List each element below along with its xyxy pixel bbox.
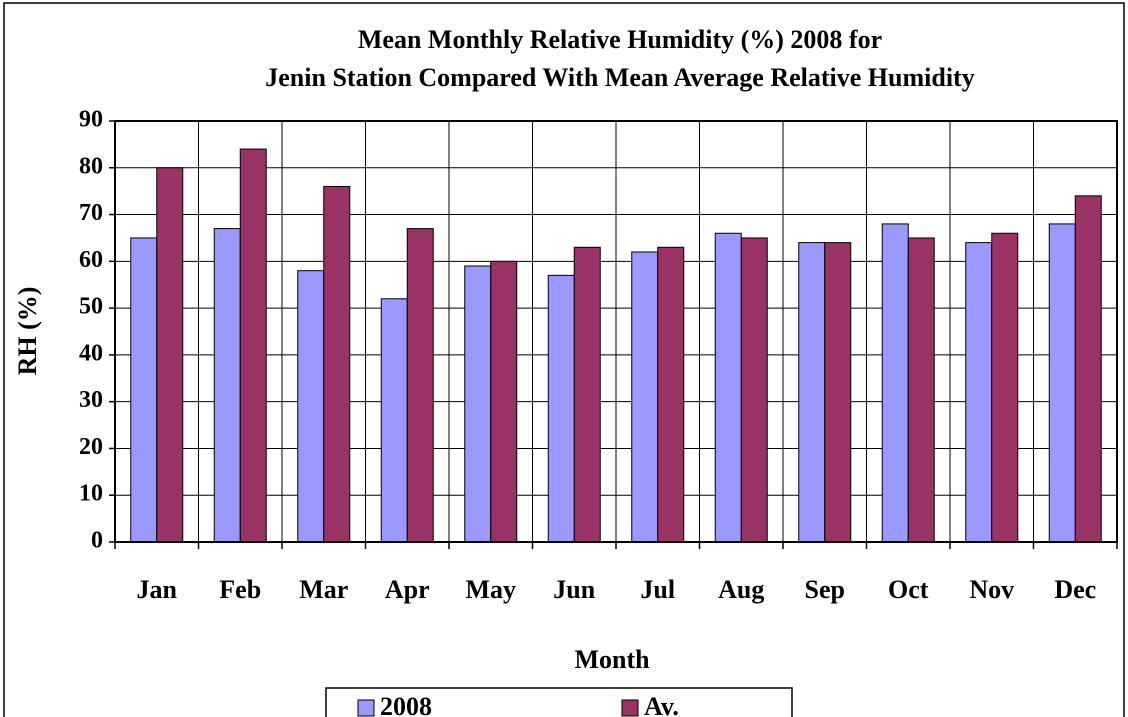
x-tick-label: Jun <box>553 575 595 604</box>
bar <box>657 246 685 543</box>
x-tick-label: Feb <box>219 575 261 604</box>
x-tick-label: Dec <box>1054 575 1096 604</box>
bar <box>130 237 158 543</box>
x-tick-label: May <box>465 575 516 604</box>
bar <box>798 242 826 543</box>
y-tick-label: 20 <box>79 434 103 460</box>
bar <box>380 298 408 543</box>
y-tick-label: 0 <box>91 528 103 554</box>
x-tick-label: Mar <box>299 575 348 604</box>
x-tick-label: Nov <box>969 575 1014 604</box>
bar <box>714 232 742 543</box>
bar <box>740 237 768 543</box>
bar <box>573 246 601 543</box>
bar <box>213 228 241 543</box>
x-tick-label: Apr <box>385 575 430 604</box>
y-axis-label: RH (%) <box>13 287 42 376</box>
chart-title: Mean Monthly Relative Humidity (%) 2008 … <box>358 25 882 54</box>
legend-swatch <box>357 699 375 717</box>
bar <box>490 260 518 543</box>
x-tick-label: Aug <box>718 575 764 604</box>
bar <box>907 237 935 543</box>
x-tick-label: Sep <box>805 575 845 604</box>
bar <box>991 232 1019 543</box>
bar <box>239 148 267 543</box>
y-tick-label: 30 <box>79 387 103 413</box>
x-axis-label: Month <box>574 645 650 674</box>
legend-label: 2008 <box>380 692 432 717</box>
bar <box>156 167 184 543</box>
bar <box>406 228 434 543</box>
y-tick-label: 60 <box>79 247 103 273</box>
chart-title: Jenin Station Compared With Mean Average… <box>265 63 974 92</box>
legend-swatch <box>621 699 639 717</box>
bar <box>1074 195 1102 543</box>
bar <box>464 265 492 543</box>
x-tick-label: Jul <box>640 575 675 604</box>
x-tick-label: Oct <box>888 575 929 604</box>
y-tick-label: 10 <box>79 481 103 507</box>
y-tick-label: 70 <box>79 200 103 226</box>
y-tick-label: 90 <box>79 107 103 133</box>
legend-label: Av. <box>644 692 679 717</box>
plot-border <box>114 120 1118 543</box>
y-tick-label: 40 <box>79 340 103 366</box>
legend-box <box>325 687 793 717</box>
bar <box>631 251 659 543</box>
x-tick-label: Jan <box>137 575 178 604</box>
y-tick-label: 80 <box>79 153 103 179</box>
bar <box>881 223 909 543</box>
bar <box>1048 223 1076 543</box>
y-tick-label: 50 <box>79 294 103 320</box>
bar <box>547 274 575 543</box>
bar <box>965 242 993 543</box>
bar <box>824 242 852 543</box>
bar <box>297 270 325 543</box>
bar <box>323 185 351 543</box>
